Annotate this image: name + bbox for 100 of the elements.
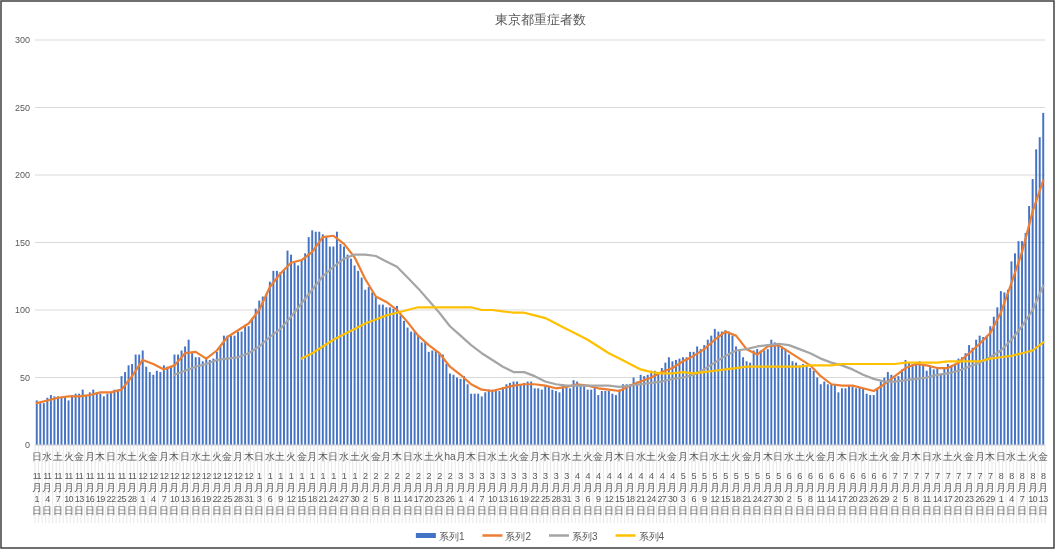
legend-label: 系列2 xyxy=(505,531,532,542)
y-tick-label: 0 xyxy=(24,440,30,450)
x-tick-label: 金 12 月 4 日 xyxy=(148,451,159,516)
chart-title: 東京都重症者数 xyxy=(494,12,586,27)
y-tick-label: 250 xyxy=(14,102,30,113)
x-tick-label: 木 2 月 11 日 xyxy=(391,451,402,516)
x-tick-label: 土 5 月 15 日 xyxy=(720,451,731,516)
x-tick-label: 金 6 月 11 日 xyxy=(815,451,826,516)
x-tick-label: 火 2 月 23 日 xyxy=(434,451,445,516)
x-tick-label: 金 4 月 9 日 xyxy=(593,451,604,516)
x-tick-label: 火 3 月 16 日 xyxy=(508,451,519,516)
x-tick-label: 木 4 月 15 日 xyxy=(614,451,625,516)
x-tick-label: 水 6 月 2 日 xyxy=(783,451,794,516)
x-tick-label: ha 2 月 26 日 xyxy=(444,451,456,516)
x-tick-label: 月 5 月 3 日 xyxy=(678,451,689,516)
x-tick-label: 月 1 月 18 日 xyxy=(307,451,318,516)
x-tick-label: 日 7 月 11 日 xyxy=(921,451,932,516)
y-tick-label: 200 xyxy=(14,170,30,180)
x-tick-label: 土 6 月 26 日 xyxy=(868,451,879,516)
x-tick-label: 土 7 月 17 日 xyxy=(942,451,953,516)
x-tick-label: 日 5 月 9 日 xyxy=(699,451,710,516)
x-tick-label: 日 3 月 7 日 xyxy=(476,451,487,516)
x-tick-label: 月 3 月 22 日 xyxy=(529,451,540,516)
x-tick-label: 土 11 月 28 日 xyxy=(127,451,138,516)
x-tick-label: 水 6 月 23 日 xyxy=(858,451,869,516)
x-tick-label: 火 6 月 29 日 xyxy=(879,451,890,516)
x-tick-label: 金 3 月 19 日 xyxy=(519,451,530,516)
x-tick-label: 土 3 月 13 日 xyxy=(497,451,508,516)
x-tick-label: 金 1 月 15 日 xyxy=(296,451,307,516)
x-tick-label: 日 1 月 24 日 xyxy=(328,451,339,516)
x-tick-label: 土 1 月 9 日 xyxy=(275,451,286,516)
x-tick-label: 月 6 月 14 日 xyxy=(826,451,837,516)
x-tick-label: 火 7 月 20 日 xyxy=(953,451,964,516)
x-tick-label: 日 11 月 1 日 xyxy=(31,451,42,516)
x-tick-label: 火 12 月 1 日 xyxy=(137,451,148,516)
x-tick-label: 金 12 月 25 日 xyxy=(222,451,233,516)
x-tick-label: 土 8 月 7 日 xyxy=(1017,451,1028,516)
x-tick-label: 火 2 月 2 日 xyxy=(360,451,371,516)
x-tick-label: 木 6 月 17 日 xyxy=(836,451,847,516)
y-tick-label: 300 xyxy=(14,35,30,45)
x-tick-label: 火 8 月 10 日 xyxy=(1027,451,1038,516)
x-tick-label: 火 6 月 8 日 xyxy=(805,451,816,516)
x-tick-label: 金 8 月 13 日 xyxy=(1038,451,1049,516)
x-tick-label: 火 5 月 18 日 xyxy=(731,451,741,516)
x-tick-label: 日 8 月 1 日 xyxy=(995,451,1006,516)
x-tick-label: 日 6 月 20 日 xyxy=(847,451,858,516)
x-tick-label: 金 11 月 13 日 xyxy=(74,451,85,516)
x-tick-label: 日 3 月 28 日 xyxy=(550,451,561,516)
x-tick-label: 金 7 月 2 日 xyxy=(889,451,900,516)
x-tick-label: 木 12 月 31 日 xyxy=(243,451,254,516)
x-tick-label: 金 7 月 23 日 xyxy=(964,451,975,516)
x-tick-label: 月 2 月 8 日 xyxy=(381,451,392,516)
x-tick-label: 日 12 月 13 日 xyxy=(180,451,191,516)
x-tick-label: 水 12 月 16 日 xyxy=(190,451,201,516)
y-tick-label: 150 xyxy=(14,237,30,248)
x-tick-label: 火 4 月 6 日 xyxy=(582,451,593,516)
x-tick-label: 月 7 月 26 日 xyxy=(974,451,985,516)
x-tick-label: 金 4 月 30 日 xyxy=(667,451,678,516)
x-tick-label: 水 2 月 17 日 xyxy=(413,451,424,516)
x-tick-label: 木 1 月 21 日 xyxy=(317,451,328,516)
x-tick-label: 金 5 月 21 日 xyxy=(741,451,752,516)
x-tick-label: 火 11 月 10 日 xyxy=(63,451,74,516)
x-tick-label: 水 11 月 25 日 xyxy=(116,451,127,516)
x-tick-label: 水 7 月 14 日 xyxy=(932,451,943,516)
legend-label: 系列3 xyxy=(572,531,598,542)
x-tick-label: 木 7 月 8 日 xyxy=(911,451,922,516)
x-tick-label: 木 5 月 6 日 xyxy=(688,451,699,516)
x-tick-label: 水 5 月 12 日 xyxy=(709,451,720,516)
x-tick-label: 日 5 月 30 日 xyxy=(773,451,784,516)
x-tick-label: 月 4 月 12 日 xyxy=(603,451,614,516)
x-tick-label: 木 5 月 27 日 xyxy=(762,451,773,516)
x-tick-label: 土 2 月 20 日 xyxy=(423,451,434,516)
y-tick-label: 100 xyxy=(14,305,30,315)
x-tick-label: 木 11 月 19 日 xyxy=(95,451,106,516)
x-tick-label: 日 11 月 22 日 xyxy=(105,451,116,516)
x-tick-label: 月 5 月 24 日 xyxy=(752,451,763,516)
legend-label: 系列1 xyxy=(438,531,465,542)
x-tick-label: 水 11 月 4 日 xyxy=(42,451,53,516)
line-series xyxy=(173,253,1045,389)
x-tick-label: 木 12 月 10 日 xyxy=(169,451,180,516)
x-tick-label: 月 7 月 5 日 xyxy=(900,451,911,516)
x-tick-label: 月 12 月 7 日 xyxy=(158,451,169,516)
line-series xyxy=(35,179,1045,405)
x-tick-label: 月 3 月 1 日 xyxy=(455,451,466,516)
x-tick-label: 日 1 月 3 日 xyxy=(254,451,265,516)
x-tick-label: 金 2 月 5 日 xyxy=(370,451,381,516)
x-tick-label: 土 12 月 19 日 xyxy=(201,451,212,516)
x-tick-label: 日 2 月 14 日 xyxy=(402,451,413,516)
x-tick-label: 火 1 月 12 日 xyxy=(286,451,297,516)
legend-label: 系列4 xyxy=(638,531,665,542)
x-tick-label: 木 3 月 25 日 xyxy=(540,451,551,516)
line-series xyxy=(300,306,1045,375)
x-tick-label: 水 3 月 10 日 xyxy=(487,451,498,516)
x-tick-label: 土 1 月 30 日 xyxy=(349,451,360,516)
x-tick-label: 月 12 月 28 日 xyxy=(233,451,244,516)
x-tick-label: 月 11 月 16 日 xyxy=(84,451,95,516)
x-tick-label: 土 4 月 24 日 xyxy=(646,451,657,516)
y-tick-label: 50 xyxy=(19,372,30,383)
x-tick-label: 火 4 月 27 日 xyxy=(656,451,667,516)
x-tick-label: 水 1 月 6 日 xyxy=(264,451,275,516)
